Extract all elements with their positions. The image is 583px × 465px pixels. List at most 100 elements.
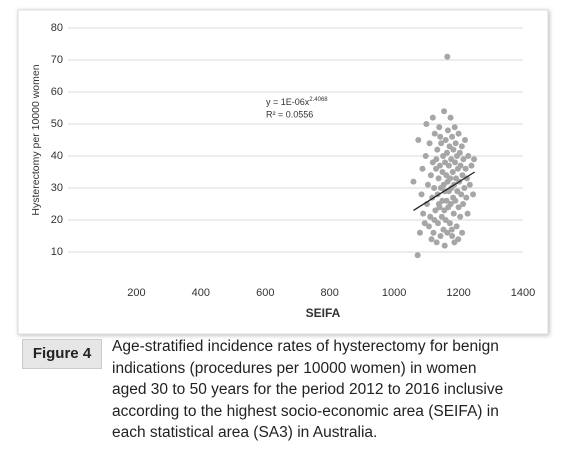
data-point [459,172,466,179]
r-squared: R² = 0.0556 [266,109,313,119]
data-point [458,143,465,150]
y-tick-label: 80 [51,22,63,34]
x-tick-label: 1400 [511,287,535,299]
data-point [447,201,454,207]
data-point [443,197,450,204]
data-point [447,175,454,182]
caption-line: according to the highest socio-economic … [112,402,499,420]
caption-line: indications (procedures per 10000 women)… [112,359,477,377]
data-point [421,220,428,227]
data-point [448,226,455,233]
data-point [471,156,478,163]
caption-line: aged 30 to 50 years for the period 2012 … [112,381,504,398]
data-point [442,217,449,223]
data-point [453,223,460,230]
data-point [437,133,444,140]
data-point [464,210,471,217]
data-point [455,204,462,211]
data-point [416,229,423,236]
data-point [462,165,469,172]
data-point [428,236,435,243]
y-tick-label: 20 [51,214,63,226]
data-point [436,162,443,169]
data-point [438,140,445,147]
data-point [463,194,470,201]
data-point [447,114,454,121]
data-point [437,233,444,239]
data-point [433,239,440,246]
data-point [457,162,464,169]
data-point [434,146,441,153]
data-point [457,213,464,220]
data-point [431,217,438,223]
equation-exponent: 2.4068 [309,97,328,103]
data-point [418,191,425,198]
data-point [424,181,431,188]
data-point [456,149,463,156]
data-point [451,124,458,131]
data-point [431,185,438,191]
trendline [413,171,476,211]
data-point [429,114,436,121]
data-point [410,178,417,185]
data-point [458,191,465,198]
data-point [445,162,452,169]
data-point [435,201,442,207]
data-point [432,207,439,214]
caption-line: each statistical area (SA3) in Australia… [112,424,378,441]
data-point [426,140,433,147]
y-axis-label: Hysterectomy per 10000 women [30,64,42,215]
caption-line: Age-stratified incidence rates of hyster… [112,338,499,355]
data-point [450,210,457,217]
data-point [436,124,443,131]
data-point [452,159,459,166]
data-point [431,130,438,137]
data-point [446,220,453,227]
data-point [461,185,468,191]
y-tick-label: 70 [51,54,63,66]
data-point [441,242,448,249]
x-tick-label: 200 [127,287,145,299]
equation-base: y = 1E-06x [266,97,310,107]
data-point [449,233,456,239]
caption: Age-stratified incidence rates of hyster… [112,336,503,444]
data-point [452,197,459,204]
y-tick-label: 50 [51,118,63,130]
y-tick-label: 60 [51,86,63,98]
x-tick-label: 1000 [382,287,406,299]
data-point [441,108,448,115]
data-point [433,156,440,163]
figure-label: Figure 4 [22,339,102,369]
y-tick-label: 30 [51,182,63,194]
data-point [463,175,470,182]
x-tick-label: 1200 [446,287,470,299]
data-point [422,153,429,159]
x-tick-label: 400 [192,287,210,299]
data-point [452,140,459,147]
x-tick-label: 800 [321,287,339,299]
data-point [420,210,427,217]
data-point [468,162,475,169]
data-point [443,149,450,156]
x-tick-label: 600 [256,287,274,299]
data-point [470,191,477,198]
data-point [451,239,458,246]
data-point [455,130,462,137]
data-point [466,181,473,188]
data-point [465,153,472,159]
data-point [414,252,421,259]
x-axis-label: SEIFA [306,306,341,320]
data-point [449,169,456,175]
data-point [460,156,467,163]
data-point [449,133,456,140]
chart-frame [17,9,549,335]
data-point [430,229,437,236]
data-point [460,201,467,207]
data-point [450,146,457,153]
data-point [444,229,451,236]
data-point [444,127,451,134]
data-point [444,53,451,60]
data-point [427,172,434,179]
